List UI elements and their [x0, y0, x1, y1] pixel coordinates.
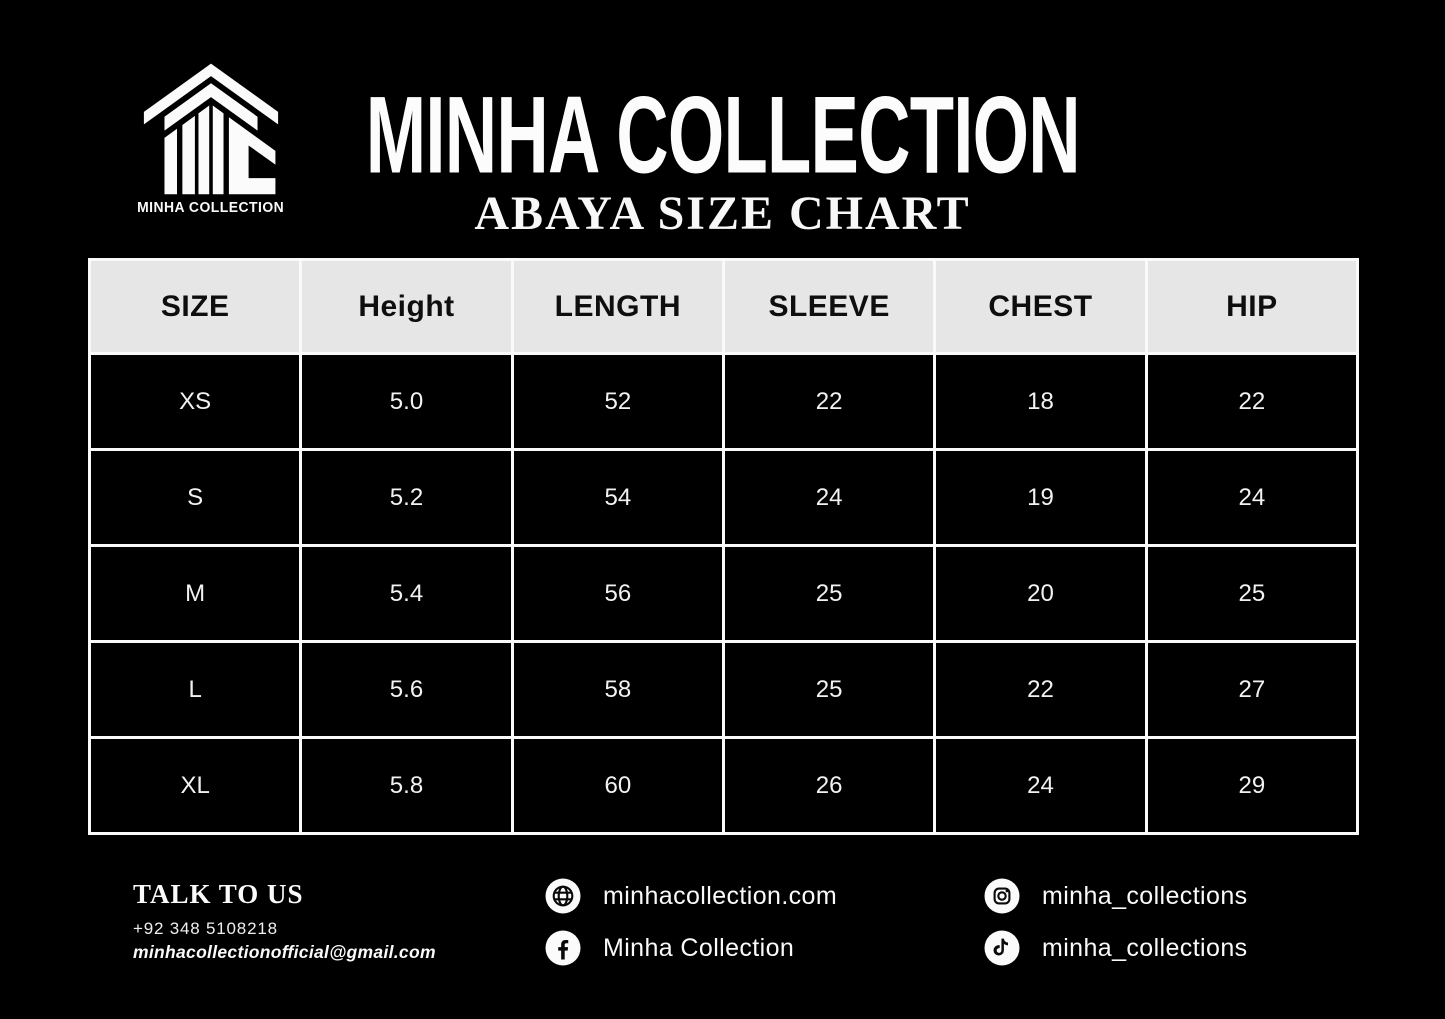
facebook-label: Minha Collection: [603, 933, 795, 962]
cell-hip: 22: [1144, 352, 1360, 451]
footer-links-right: minha_collections minha_collections: [984, 878, 1248, 982]
column-header-sleeve: SLEEVE: [721, 258, 937, 355]
cell-sleeve: 22: [721, 352, 937, 451]
cell-sleeve: 25: [721, 640, 937, 739]
cell-chest: 19: [933, 448, 1148, 547]
cell-height: 5.2: [299, 448, 514, 547]
column-header-chest: CHEST: [933, 258, 1148, 355]
cell-sleeve: 25: [721, 544, 937, 643]
cell-size: XS: [87, 352, 303, 451]
instagram-link[interactable]: minha_collections: [984, 878, 1248, 914]
cell-height: 5.0: [299, 352, 514, 451]
table-row-l: L 5.6 58 25 22 27: [87, 640, 1360, 739]
table-row-m: M 5.4 56 25 20 25: [87, 544, 1360, 643]
cell-height: 5.6: [299, 640, 514, 739]
cell-chest: 24: [933, 736, 1148, 835]
email-address[interactable]: minhacollectionofficial@gmail.com: [133, 942, 436, 962]
size-chart-table: SIZE Height LENGTH SLEEVE CHEST HIP XS 5…: [87, 258, 1360, 835]
column-header-size: SIZE: [87, 258, 303, 355]
column-header-hip: HIP: [1144, 258, 1360, 355]
cell-hip: 27: [1144, 640, 1360, 739]
website-label: minhacollection.com: [603, 881, 838, 910]
tiktok-label: minha_collections: [1042, 933, 1248, 962]
website-link[interactable]: minhacollection.com: [545, 878, 837, 914]
cell-length: 52: [510, 352, 725, 451]
table-row-xl: XL 5.8 60 26 24 29: [87, 736, 1360, 835]
header-row: SIZE Height LENGTH SLEEVE CHEST HIP: [87, 258, 1360, 355]
logo-wordmark: MINHA COLLECTION: [137, 200, 285, 216]
cell-length: 54: [510, 448, 725, 547]
cell-size: S: [87, 448, 303, 547]
instagram-label: minha_collections: [1042, 881, 1248, 910]
cell-sleeve: 24: [721, 448, 937, 547]
cell-hip: 24: [1144, 448, 1360, 547]
page-title: MINHA COLLECTION: [365, 73, 1080, 196]
facebook-link[interactable]: Minha Collection: [545, 930, 837, 966]
globe-icon: [545, 878, 581, 914]
cell-chest: 18: [933, 352, 1148, 451]
instagram-icon: [984, 878, 1020, 914]
table-row-xs: XS 5.0 52 22 18 22: [87, 352, 1360, 451]
footer-links-middle: minhacollection.com Minha Collection: [545, 878, 837, 982]
cell-length: 56: [510, 544, 725, 643]
cell-hip: 29: [1144, 736, 1360, 835]
page-subtitle: ABAYA SIZE CHART: [474, 187, 971, 240]
brand-logo: MINHA COLLECTION: [128, 60, 294, 217]
cell-chest: 20: [933, 544, 1148, 643]
cell-size: L: [87, 640, 303, 739]
talk-to-us-heading: TALK TO US: [133, 879, 304, 909]
cell-length: 60: [510, 736, 725, 835]
cell-size: XL: [87, 736, 303, 835]
cell-size: M: [87, 544, 303, 643]
cell-height: 5.8: [299, 736, 514, 835]
column-header-length: LENGTH: [510, 258, 725, 355]
table-row-s: S 5.2 54 24 19 24: [87, 448, 1360, 547]
tiktok-link[interactable]: minha_collections: [984, 930, 1248, 966]
cell-height: 5.4: [299, 544, 514, 643]
phone-number[interactable]: +92 348 5108218: [133, 919, 278, 938]
column-header-height: Height: [299, 258, 514, 355]
contact-block: TALK TO US +92 348 5108218 minhacollecti…: [133, 879, 436, 963]
mc-logo-icon: [143, 63, 279, 195]
cell-chest: 22: [933, 640, 1148, 739]
cell-sleeve: 26: [721, 736, 937, 835]
facebook-icon: [545, 930, 581, 966]
cell-hip: 25: [1144, 544, 1360, 643]
tiktok-icon: [984, 930, 1020, 966]
cell-length: 58: [510, 640, 725, 739]
